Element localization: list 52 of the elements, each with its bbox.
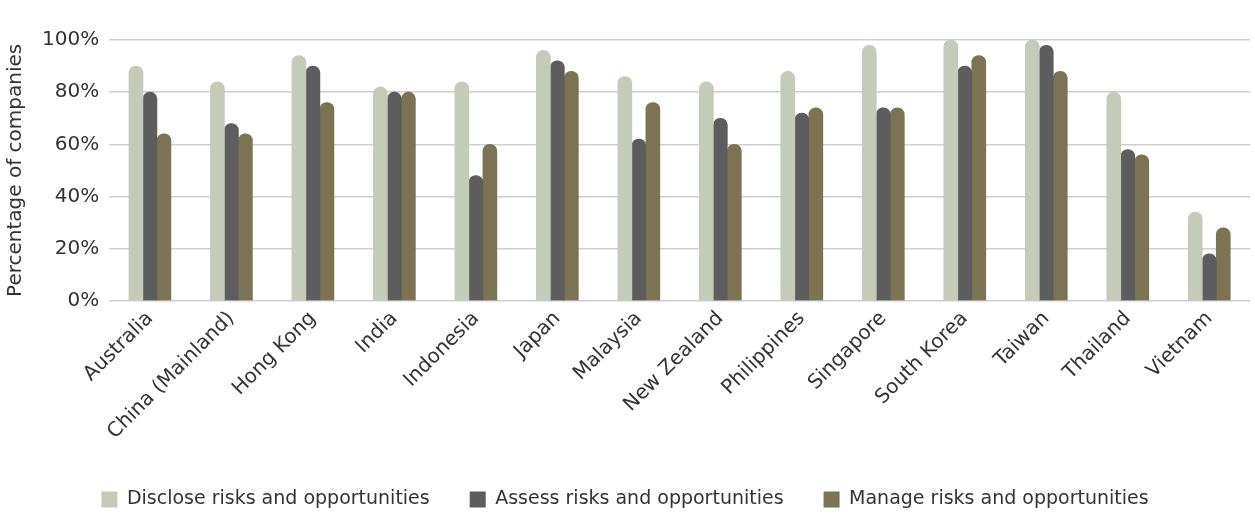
bar bbox=[238, 133, 253, 301]
bar bbox=[1201, 253, 1217, 301]
bar bbox=[156, 133, 172, 301]
bar bbox=[1038, 44, 1054, 301]
bar bbox=[1106, 91, 1122, 301]
bar bbox=[319, 102, 335, 301]
bar bbox=[780, 70, 796, 301]
bar bbox=[1120, 149, 1136, 301]
bar bbox=[727, 143, 742, 301]
bar bbox=[875, 107, 891, 301]
bar bbox=[128, 65, 144, 301]
bar bbox=[861, 44, 877, 301]
y-tick-label: 100% bbox=[41, 26, 100, 51]
bar bbox=[794, 112, 810, 301]
bar bbox=[1134, 154, 1150, 301]
y-tick-label: 0% bbox=[67, 287, 100, 312]
y-tick-label: 20% bbox=[54, 234, 100, 259]
bar bbox=[482, 143, 498, 301]
bar bbox=[224, 123, 239, 301]
bar bbox=[943, 40, 959, 301]
y-tick-label: 60% bbox=[54, 130, 100, 155]
bar bbox=[699, 81, 714, 301]
bar bbox=[1052, 70, 1068, 301]
bar bbox=[971, 55, 987, 301]
bar bbox=[401, 91, 416, 301]
bar bbox=[387, 91, 402, 301]
bar bbox=[550, 60, 565, 301]
bar bbox=[1024, 40, 1040, 301]
bar bbox=[1215, 227, 1231, 301]
bar bbox=[713, 117, 728, 301]
bar bbox=[291, 55, 307, 301]
legend-label: Manage risks and opportunities bbox=[849, 486, 1149, 509]
bar bbox=[808, 107, 824, 301]
y-axis-title: Percentage of companies bbox=[2, 43, 27, 297]
bar bbox=[142, 91, 158, 301]
legend-label: Disclose risks and opportunities bbox=[126, 486, 430, 509]
bar bbox=[454, 81, 470, 301]
y-tick-label: 40% bbox=[54, 182, 100, 207]
bar bbox=[373, 86, 388, 301]
bar bbox=[957, 65, 973, 301]
bar bbox=[468, 175, 484, 301]
bar bbox=[564, 70, 579, 301]
bar bbox=[617, 76, 633, 301]
bar bbox=[305, 65, 321, 301]
bar bbox=[645, 102, 661, 301]
legend-label: Assess risks and opportunities bbox=[495, 486, 784, 509]
bar bbox=[889, 107, 905, 301]
y-tick-label: 80% bbox=[54, 78, 100, 103]
bar bbox=[631, 138, 647, 301]
bar bbox=[210, 81, 225, 301]
bar bbox=[1187, 211, 1203, 301]
bar bbox=[536, 50, 551, 301]
